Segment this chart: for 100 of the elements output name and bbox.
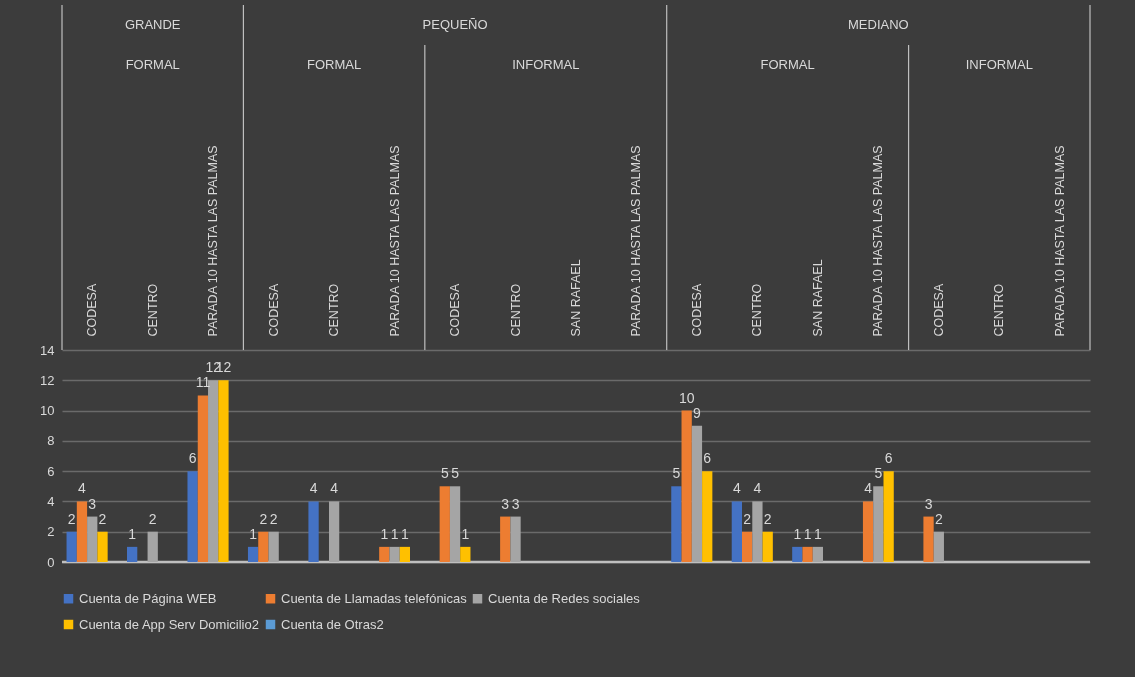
bar: [308, 501, 319, 562]
bar: [147, 531, 158, 562]
bar: [247, 546, 259, 562]
text: MEDIANO: [848, 17, 909, 32]
data-label: 1: [380, 525, 389, 542]
bar: [379, 546, 390, 562]
x-tick-label: CODESA: [689, 283, 704, 337]
bar: [812, 546, 824, 562]
y-tick-label: 0: [47, 554, 55, 570]
data-label: 2: [269, 510, 278, 527]
bar: [752, 501, 763, 562]
data-label: 2: [763, 510, 772, 527]
x-tick-label: PARADA 10 HASTA LAS PALMAS: [1052, 145, 1067, 337]
bar: [97, 531, 108, 562]
bar: [681, 410, 692, 562]
data-label: 3: [88, 495, 97, 512]
data-label: 4: [864, 480, 873, 497]
bar: [923, 516, 934, 562]
data-label: 2: [934, 510, 943, 527]
data-label: 4: [330, 480, 339, 497]
x-tick-label: CODESA: [448, 283, 463, 337]
bar: [399, 546, 411, 562]
data-label: 1: [803, 525, 812, 542]
y-tick-label: 2: [47, 524, 55, 540]
x-tick-label: PARADA 10 HASTA LAS PALMAS: [206, 145, 221, 337]
data-label: 1: [128, 525, 137, 542]
legend-label: Cuenta de Redes sociales: [488, 590, 641, 606]
data-label: 9: [693, 404, 702, 421]
bar: [460, 546, 471, 562]
data-label: 1: [400, 525, 409, 542]
data-label: 5: [440, 465, 449, 482]
data-label: 2: [67, 510, 76, 527]
data-label: 4: [78, 480, 87, 497]
bar: [802, 546, 813, 562]
bar: [87, 516, 98, 562]
x-tick-label: CENTRO: [145, 283, 160, 337]
data-label: 11: [195, 374, 211, 391]
x-tick-label: PARADA 10 HASTA LAS PALMAS: [629, 145, 644, 337]
y-tick-label: 8: [47, 433, 55, 449]
data-label: 5: [672, 465, 681, 482]
text: PEQUEÑO: [422, 17, 488, 32]
data-label: 1: [793, 525, 802, 542]
x-tick-label: SAN RAFAEL: [810, 259, 825, 337]
text: FORMAL: [125, 57, 180, 72]
data-label: 3: [511, 495, 520, 512]
data-label: 10: [678, 389, 695, 406]
data-label: 2: [259, 510, 268, 527]
bar: [691, 425, 703, 562]
bar: [762, 531, 773, 562]
x-tick-label: PARADA 10 HASTA LAS PALMAS: [871, 145, 886, 337]
x-tick-label: CENTRO: [750, 283, 765, 337]
data-label: 1: [813, 525, 822, 542]
x-tick-label: CENTRO: [992, 283, 1007, 337]
y-tick-label: 12: [40, 372, 55, 388]
data-label: 3: [924, 495, 933, 512]
x-tick-label: CODESA: [85, 283, 100, 337]
bar: [731, 501, 742, 562]
data-label: 3: [501, 495, 510, 512]
bar: [741, 531, 753, 562]
bar: [208, 380, 219, 562]
bar: [268, 531, 279, 562]
bar: [510, 516, 521, 562]
x-tick-label: CODESA: [266, 283, 281, 337]
x-tick-label: PARADA 10 HASTA LAS PALMAS: [387, 145, 402, 337]
text: FORMAL: [760, 57, 815, 72]
data-label: 1: [461, 525, 470, 542]
legend-label: Cuenta de App Serv Domicilio2: [79, 616, 259, 632]
bar: [66, 531, 77, 562]
data-label: 1: [249, 525, 258, 542]
data-label: 6: [703, 450, 712, 467]
data-label: 1: [390, 525, 399, 542]
y-tick-label: 10: [40, 403, 55, 419]
x-tick-label: CENTRO: [508, 283, 523, 337]
bar: [702, 471, 713, 562]
text: GRANDE: [124, 17, 181, 32]
text: INFORMAL: [965, 57, 1033, 72]
data-label: 5: [451, 465, 460, 482]
data-label: 6: [188, 450, 197, 467]
y-tick-label: 6: [47, 463, 55, 479]
bar: [328, 501, 340, 562]
bar: [127, 546, 138, 562]
text: INFORMAL: [512, 57, 580, 72]
bar: [862, 501, 874, 562]
x-tick-label: CENTRO: [327, 283, 342, 337]
data-label: 6: [884, 450, 893, 467]
legend-label: Cuenta de Otras2: [281, 616, 384, 632]
bar: [439, 486, 450, 562]
data-label: 2: [148, 510, 157, 527]
bar: [187, 471, 198, 562]
x-tick-label: CODESA: [931, 283, 946, 337]
data-label: 4: [732, 480, 741, 497]
legend-label: Cuenta de Página WEB: [79, 590, 217, 606]
bar: [933, 531, 944, 562]
data-label: 4: [309, 480, 318, 497]
data-label: 2: [743, 510, 752, 527]
bar: [218, 380, 229, 562]
bar: [500, 516, 511, 562]
legend-label: Cuenta de Llamadas telefónicas: [281, 590, 468, 606]
bar: [883, 471, 894, 562]
data-label: 4: [753, 480, 762, 497]
